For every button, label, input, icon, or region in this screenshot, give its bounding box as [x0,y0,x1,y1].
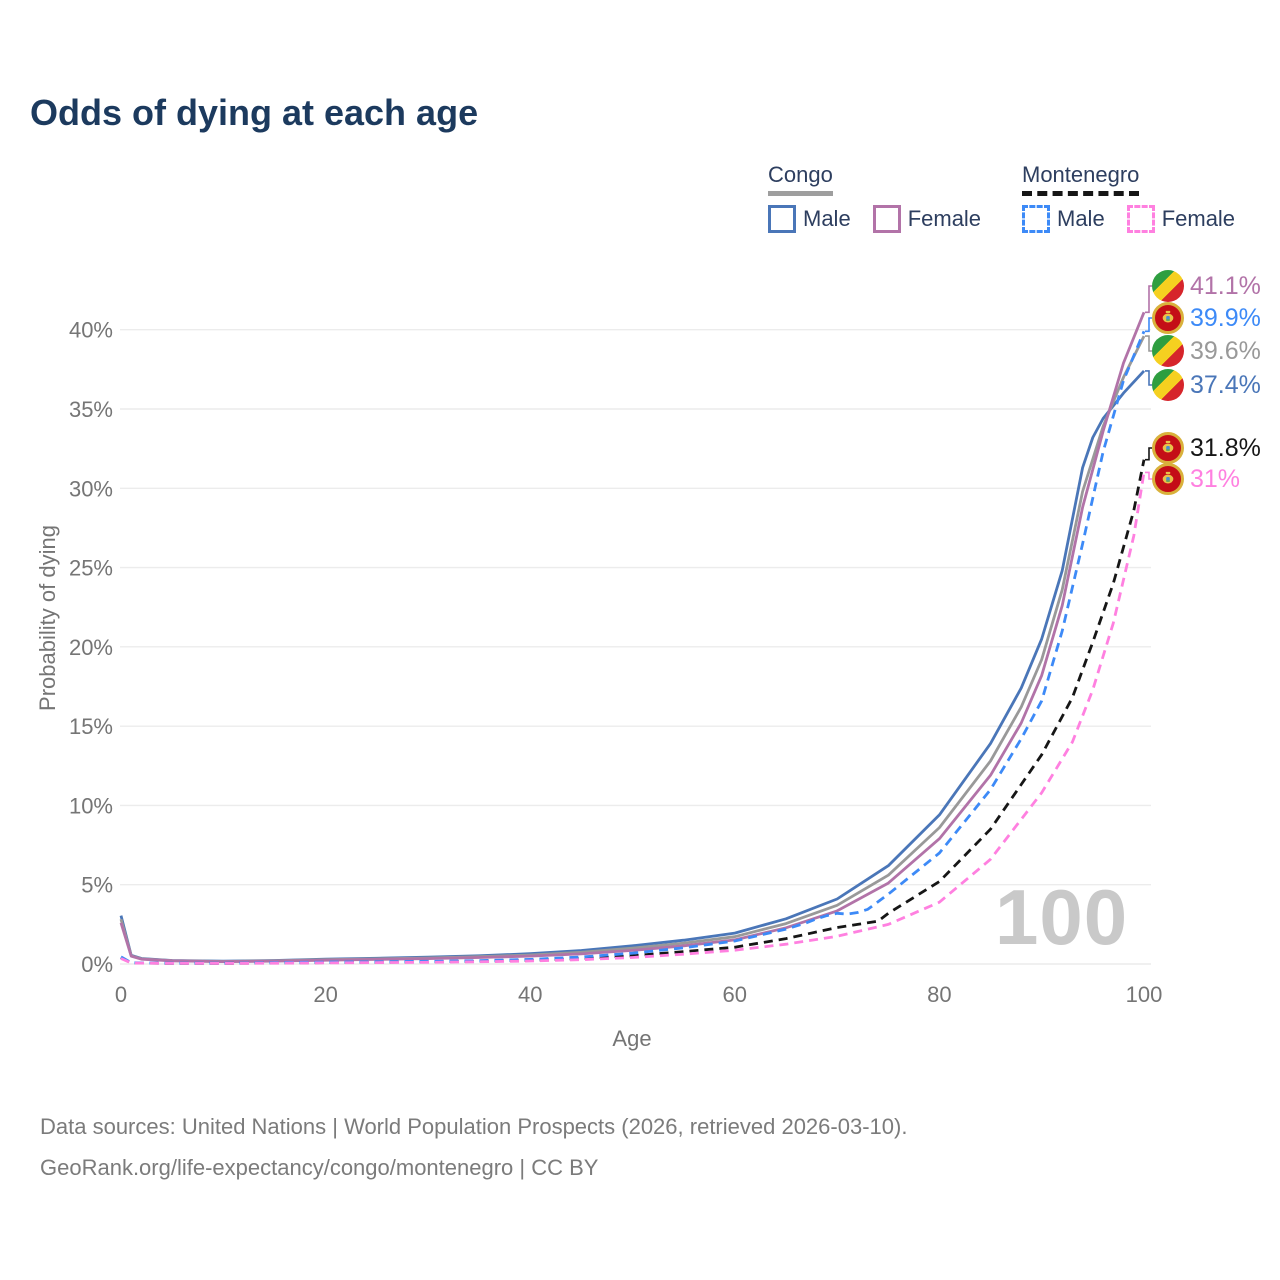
congo-female-swatch-icon [872,205,901,233]
leader-line-montenegro-total [1145,447,1152,461]
congo-flag-icon [1152,335,1184,367]
leader-line-congo-male [1145,370,1152,386]
series-line-montenegro-total[interactable] [120,459,1146,965]
montenegro-flag-icon [1152,463,1184,495]
y-tick-label: 0% [81,952,113,977]
y-tick-label: 5% [81,873,113,898]
congo-flag-icon [1152,369,1184,401]
montenegro-flag-icon [1152,432,1184,464]
legend-item-montenegro-male[interactable]: Male [1022,205,1105,233]
leader-line-montenegro-male [1145,317,1152,333]
congo-male-swatch-icon [768,205,796,233]
montenegro-female-swatch-icon [1126,205,1155,233]
footer-attribution: GeoRank.org/life-expectancy/congo/monten… [40,1155,599,1180]
x-tick-label: 40 [518,982,542,1007]
end-label-congo-male: 37.4% [1190,371,1261,399]
y-tick-label: 20% [69,635,113,660]
y-tick-label: 30% [69,476,113,501]
series-line-montenegro-female[interactable] [120,472,1146,965]
y-axis-title: Probability of dying [35,525,60,711]
legend-items-congo: Male Female [768,205,1003,233]
montenegro-eagle-emblem [1162,471,1174,484]
y-tick-label: 25% [69,556,113,581]
x-tick-label: 20 [313,982,337,1007]
end-label-montenegro-total: 31.8% [1190,434,1261,462]
x-axis-title: Age [612,1026,652,1051]
legend-item-congo-female[interactable]: Female [872,205,982,233]
x-tick-label: 60 [723,982,747,1007]
legend-item-label: Female [907,206,982,231]
legend-title-congo: Congo [768,162,833,196]
y-tick-label: 40% [69,318,113,343]
montenegro-male-swatch-icon [1022,205,1050,233]
legend-item-label: Male [1057,206,1105,231]
legend-item-montenegro-female[interactable]: Female [1126,205,1236,233]
series-line-congo-male[interactable] [119,369,1146,963]
y-tick-label: 10% [69,793,113,818]
end-label-montenegro-male: 39.9% [1190,304,1261,332]
montenegro-flag-icon [1152,302,1184,334]
footer: Data sources: United Nations | World Pop… [40,1106,907,1188]
congo-flag-icon [1152,270,1184,302]
x-tick-label: 100 [1126,982,1163,1007]
end-label-montenegro-female: 31% [1190,465,1241,493]
y-tick-label: 35% [69,397,113,422]
legend-items-montenegro: Male Female [1022,205,1257,233]
legend-title-montenegro: Montenegro [1022,162,1140,196]
x-tick-label: 0 [115,982,127,1007]
end-label-congo-female: 41.1% [1190,272,1261,300]
footer-data-sources: Data sources: United Nations | World Pop… [40,1114,908,1139]
montenegro-eagle-emblem [1162,440,1174,453]
x-tick-label: 80 [927,982,951,1007]
leader-line-montenegro-female [1145,471,1152,480]
leader-line-congo-total [1145,335,1152,352]
legend-group-montenegro: Montenegro Male Female [1022,162,1257,233]
y-tick-label: 15% [69,714,113,739]
legend-item-congo-male[interactable]: Male [768,205,851,233]
legend-item-label: Female [1161,206,1236,231]
series-line-congo-total[interactable] [119,335,1146,963]
leader-line-congo-female [1145,285,1152,314]
montenegro-eagle-emblem [1162,310,1174,323]
series-line-congo-female[interactable] [119,311,1146,963]
end-label-congo-total: 39.6% [1190,337,1261,365]
page-title: Odds of dying at each age [30,92,479,133]
age-counter-watermark: 100 [995,873,1129,961]
legend-group-congo: Congo Male Female [768,162,1003,233]
legend-item-label: Male [803,206,851,231]
